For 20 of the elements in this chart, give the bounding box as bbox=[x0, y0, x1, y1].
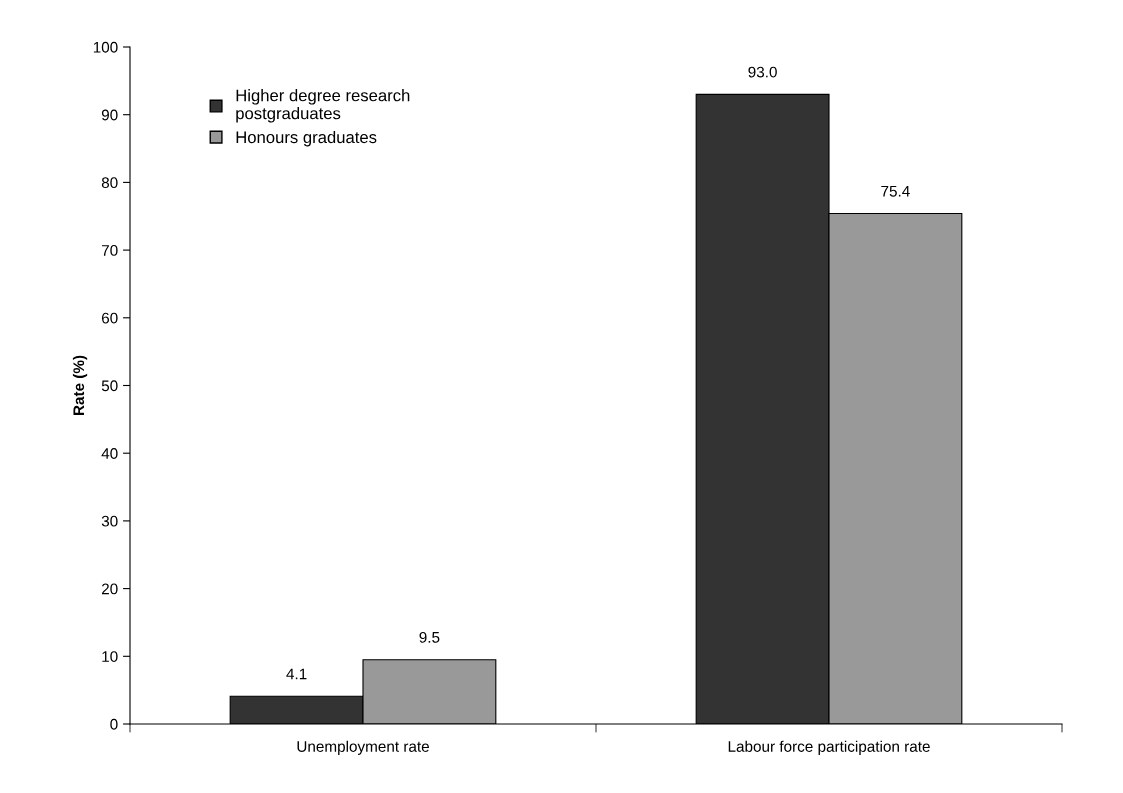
y-tick-label: 80 bbox=[101, 177, 118, 189]
y-tick-label: 100 bbox=[93, 41, 118, 53]
data-label: 4.1 bbox=[286, 668, 307, 680]
y-tick-label: 10 bbox=[102, 651, 118, 662]
y-tick-label: 20 bbox=[101, 583, 118, 595]
y-tick-label: 60 bbox=[101, 312, 118, 324]
data-label: 93.0 bbox=[748, 66, 777, 78]
y-tick-label: 70 bbox=[101, 244, 118, 256]
data-label: 9.5 bbox=[419, 631, 440, 643]
x-tick-label: Labour force participation rate bbox=[728, 740, 930, 755]
y-tick-label: 0 bbox=[110, 718, 118, 730]
y-tick-label: 90 bbox=[101, 109, 118, 121]
y-tick-label: 30 bbox=[101, 515, 118, 527]
data-label: 75.4 bbox=[881, 185, 910, 197]
y-axis-title: Rate (%) bbox=[72, 355, 88, 416]
y-tick-label: 40 bbox=[101, 448, 118, 459]
y-tick-label: 50 bbox=[101, 380, 118, 392]
x-tick-label: Unemployment rate bbox=[297, 740, 429, 755]
legend-label: Higher degree research postgraduates bbox=[236, 89, 410, 123]
legend-label: Honours graduates bbox=[236, 130, 377, 147]
